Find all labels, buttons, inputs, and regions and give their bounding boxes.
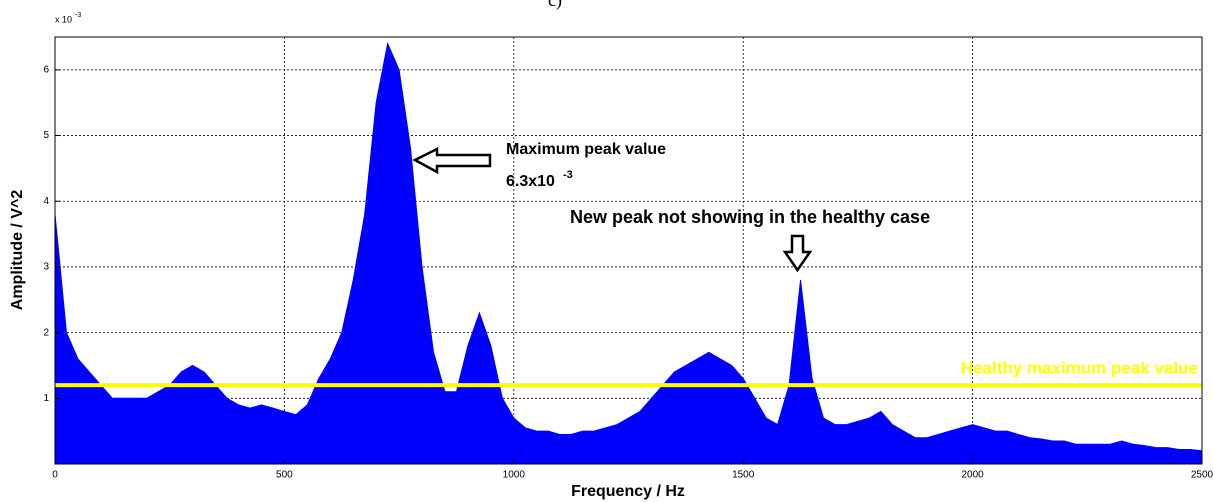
chart-title: c) (548, 0, 562, 11)
y-tick-label: 1 (43, 393, 49, 404)
y-multiplier-exponent: -3 (75, 12, 81, 19)
x-tick-label: 1500 (732, 470, 755, 481)
marks (54, 41, 1203, 465)
annotation: Maximum peak value (506, 141, 666, 158)
y-multiplier: x 10 (55, 14, 72, 24)
y-tick-label: 3 (43, 262, 49, 273)
plot-area (54, 36, 1203, 465)
x-tick-label: 500 (276, 470, 293, 481)
annotation-exponent: -3 (563, 169, 573, 181)
x-axis-label: Frequency / Hz (571, 483, 685, 500)
y-tick-label: 5 (43, 130, 49, 141)
reference-line-label: Healthy maximum peak value (961, 359, 1198, 378)
plot-area (54, 36, 1203, 465)
annotation: New peak not showing in the healthy case (570, 207, 930, 227)
arrow (782, 234, 813, 273)
y-tick-label: 6 (43, 64, 49, 75)
x-tick-label: 1000 (503, 470, 526, 481)
x-tick-label: 2000 (961, 470, 984, 481)
arrow (412, 146, 492, 175)
y-tick-label: 4 (43, 196, 49, 207)
x-tick-label: 0 (52, 470, 58, 481)
x-tick-label: 2500 (1191, 470, 1213, 481)
y-axis-label: Amplitude / V^2 (9, 190, 26, 311)
annotation: 6.3x10 (506, 173, 555, 190)
y-tick-label: 2 (43, 327, 49, 338)
spectrum-area (54, 41, 1203, 465)
